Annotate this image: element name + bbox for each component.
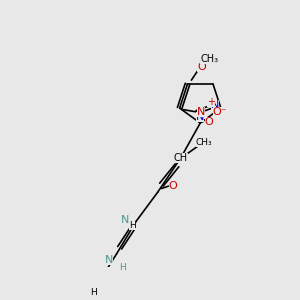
Text: O⁻: O⁻ [213,107,227,117]
Text: H: H [119,263,126,272]
Text: N: N [105,255,113,265]
Text: N: N [196,112,204,122]
Text: N: N [197,107,206,117]
Text: CH₃: CH₃ [196,138,212,147]
Text: O: O [205,117,213,127]
Text: H: H [130,221,136,230]
Text: N: N [121,215,129,225]
Text: CH: CH [174,153,188,163]
Text: N: N [211,100,219,110]
Text: H: H [90,288,97,297]
Text: CH₃: CH₃ [200,54,218,64]
Text: +: + [207,97,214,107]
Text: O: O [169,181,178,191]
Text: O: O [197,62,206,72]
